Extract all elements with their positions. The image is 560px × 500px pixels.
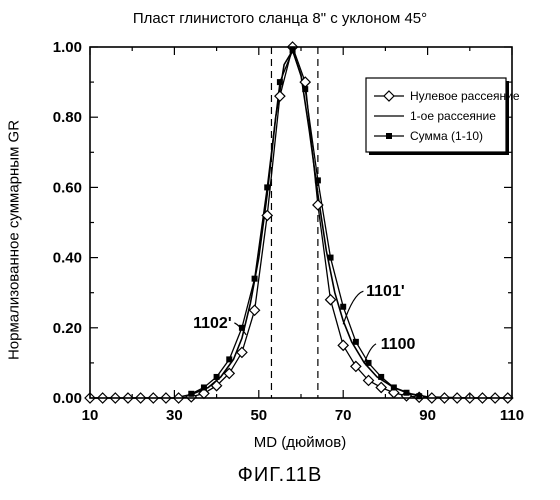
square-marker	[290, 48, 296, 54]
diamond-marker	[326, 295, 336, 305]
square-marker	[366, 360, 372, 366]
square-marker	[315, 177, 321, 183]
curve-annotation: 1101'	[366, 283, 405, 300]
annotation-leader	[343, 291, 363, 324]
square-marker	[214, 374, 220, 380]
square-marker	[188, 391, 194, 397]
legend-entry: Сумма (1-10)	[410, 129, 483, 143]
curve-annotation: 1100	[381, 336, 416, 353]
legend-entry: Нулевое рассеяние	[410, 89, 520, 103]
diamond-marker	[250, 305, 260, 315]
square-marker	[277, 79, 283, 85]
x-tick-label: 70	[335, 407, 352, 424]
legend-entry: 1-ое рассеяние	[410, 109, 496, 123]
y-tick-label: 1.00	[53, 39, 82, 56]
square-marker	[264, 184, 270, 190]
square-marker	[353, 339, 359, 345]
diamond-marker	[338, 340, 348, 350]
square-marker	[404, 390, 410, 396]
y-tick-label: 0.60	[53, 179, 82, 196]
square-marker	[226, 356, 232, 362]
diamond-marker	[376, 382, 386, 392]
legend-square-icon	[386, 133, 392, 139]
x-tick-label: 110	[500, 407, 524, 424]
square-marker	[201, 384, 207, 390]
x-tick-label: 10	[82, 407, 99, 424]
y-tick-label: 0.40	[53, 250, 82, 267]
y-tick-label: 0.00	[53, 390, 82, 407]
y-tick-label: 0.20	[53, 320, 82, 337]
x-tick-label: 50	[250, 407, 267, 424]
x-tick-label: 30	[166, 407, 183, 424]
square-marker	[302, 86, 308, 92]
y-tick-label: 0.80	[53, 109, 82, 126]
square-marker	[378, 374, 384, 380]
x-tick-label: 90	[419, 407, 436, 424]
y-axis-label: Нормализованное суммарным GR	[6, 120, 23, 360]
square-marker	[340, 304, 346, 310]
square-marker	[328, 255, 334, 261]
figure-label: ФИГ.11В	[0, 464, 560, 487]
square-marker	[391, 384, 397, 390]
diamond-marker	[275, 91, 285, 101]
x-axis-label: MD (дюймов)	[90, 434, 510, 451]
curve-annotation: 1102'	[193, 315, 232, 332]
square-marker	[252, 276, 258, 282]
